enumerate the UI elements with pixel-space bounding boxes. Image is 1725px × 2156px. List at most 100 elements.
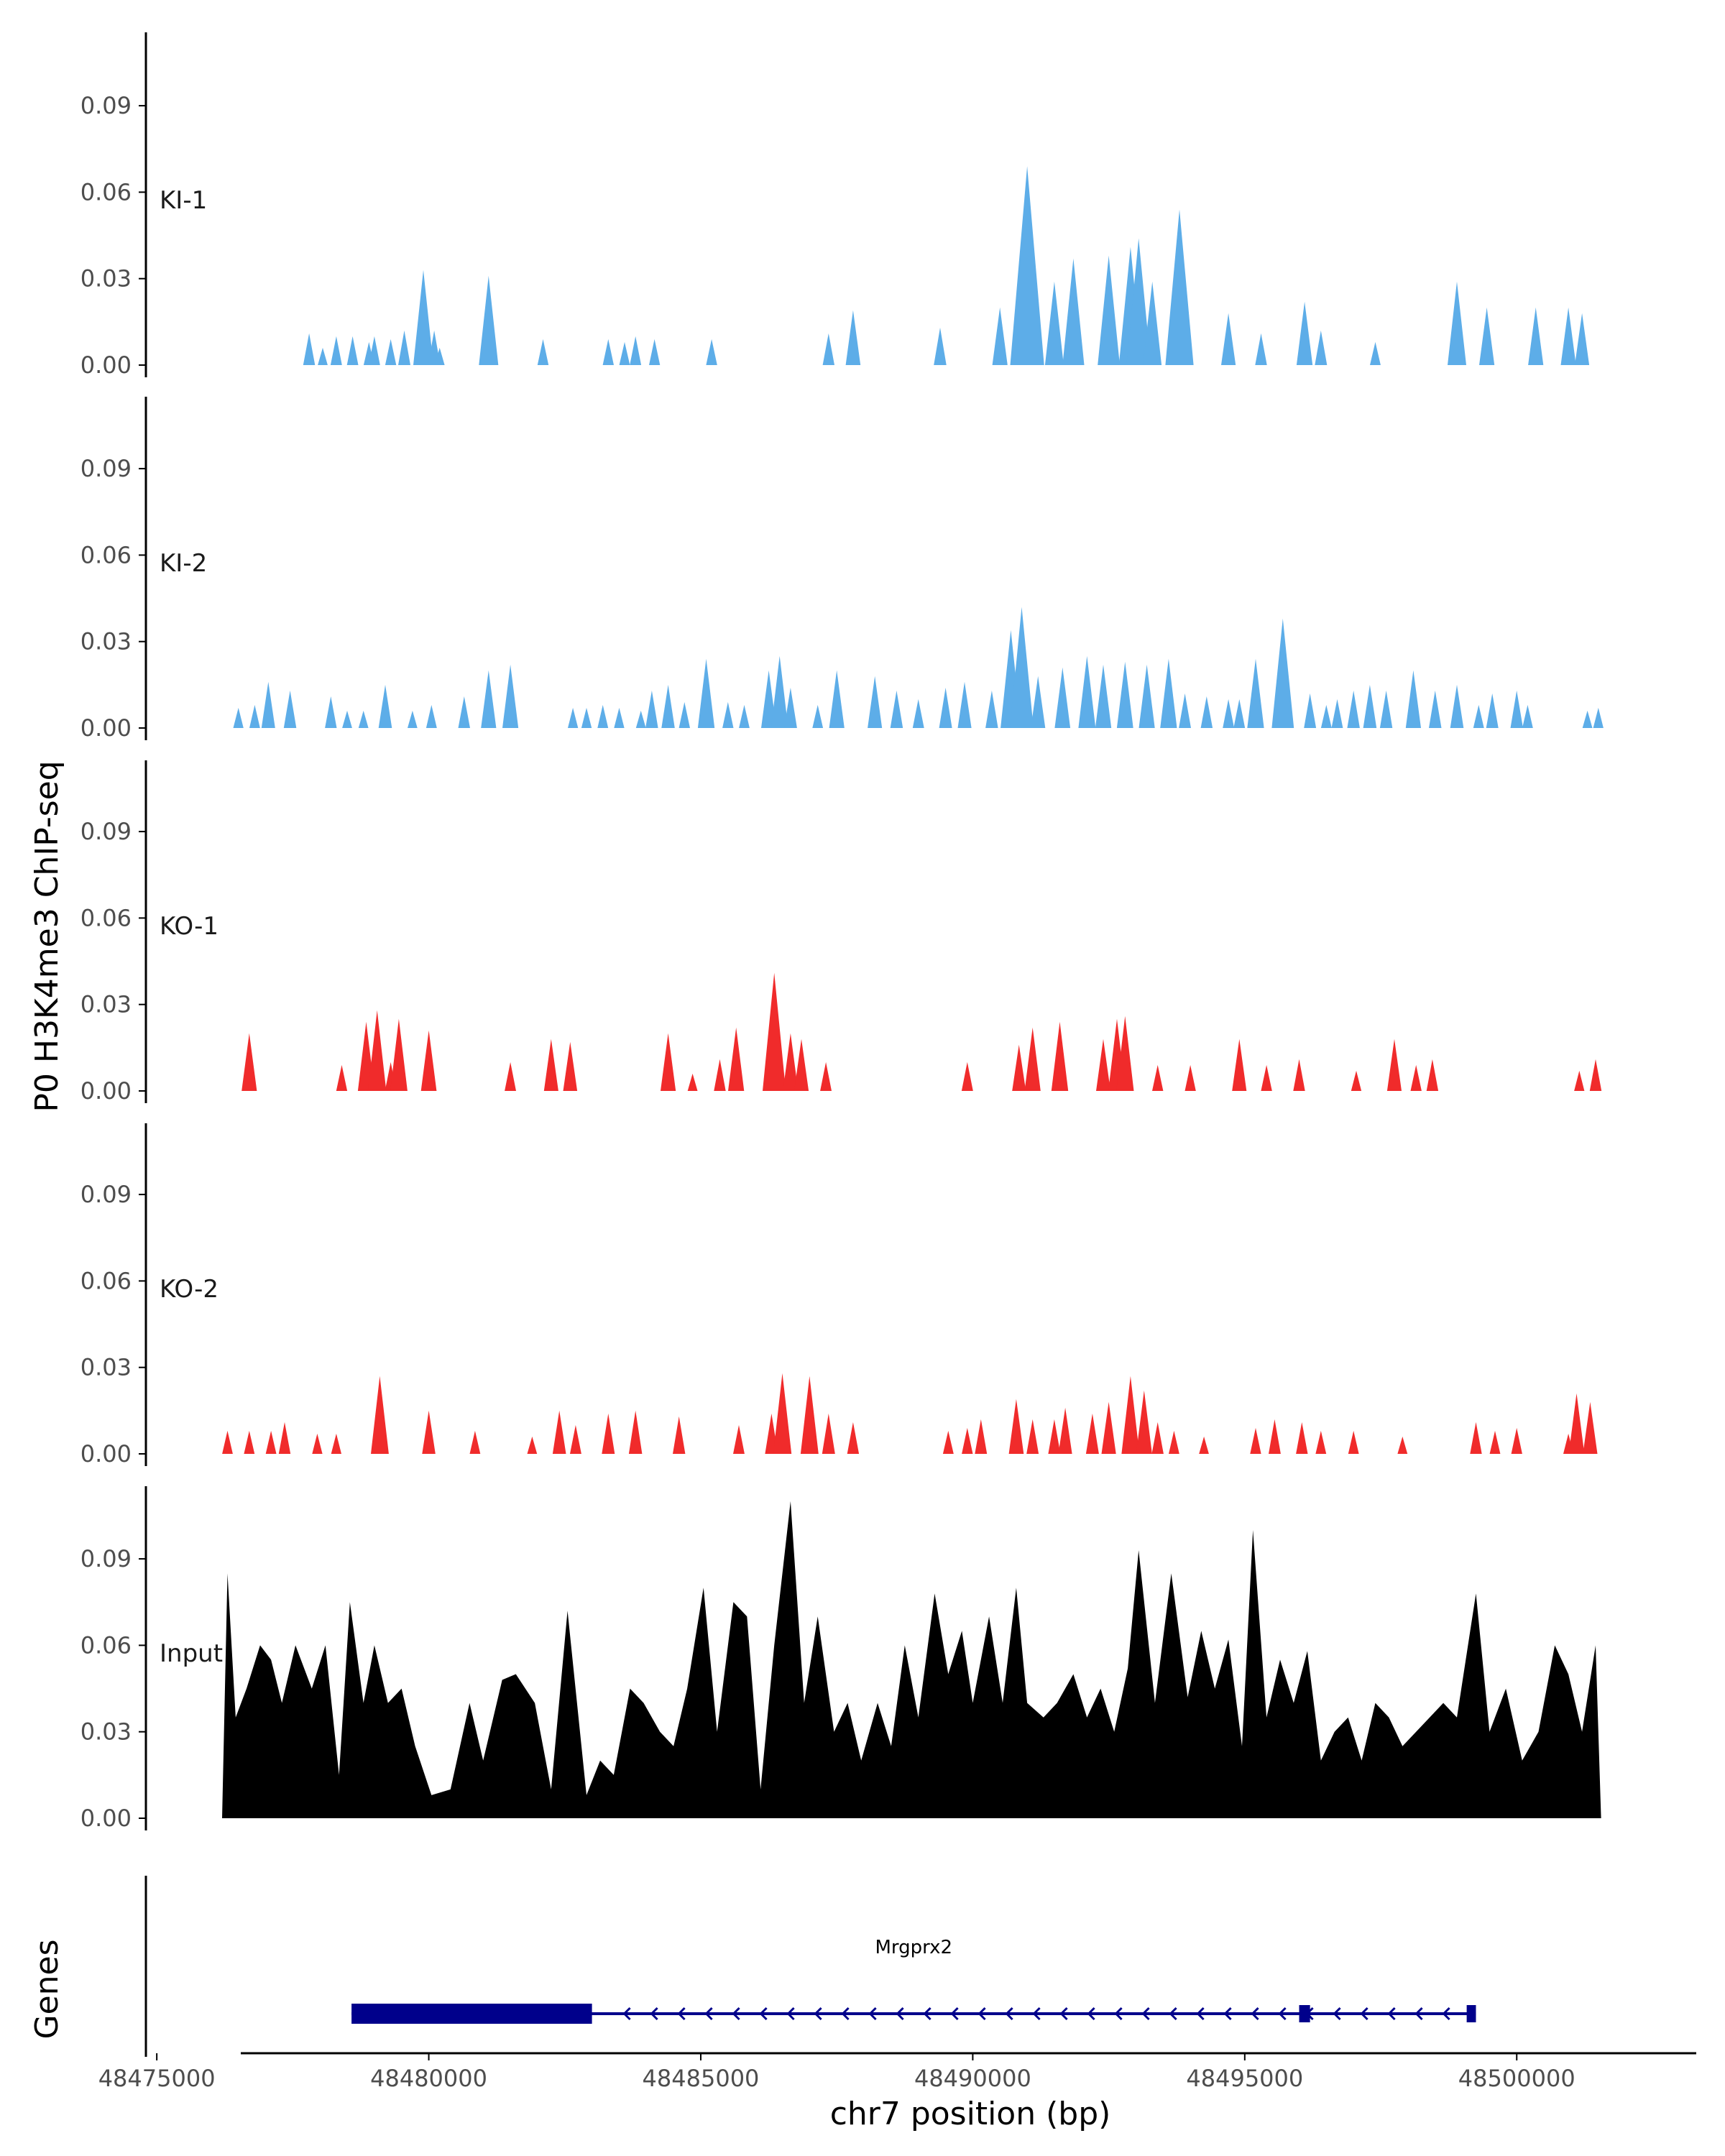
signal-peak (1160, 658, 1177, 728)
y-tick-label: 0.00 (80, 1440, 132, 1468)
signal-peak (619, 341, 630, 365)
strand-arrow (650, 2007, 658, 2021)
signal-peak (1010, 166, 1044, 366)
signal-peak (336, 1064, 348, 1091)
signal-peak (385, 338, 397, 365)
signal-peak (318, 347, 328, 365)
signal-peak (568, 707, 579, 728)
signal-peak (783, 1033, 799, 1091)
signal-peak (697, 658, 715, 728)
strand-arrow (677, 2007, 686, 2021)
signal-peak (714, 1059, 726, 1091)
signal-area (222, 1501, 1601, 1818)
signal-peak (773, 1373, 792, 1454)
y-tick-label: 0.03 (80, 265, 132, 292)
y-tick-label: 0.09 (80, 1545, 132, 1572)
y-tick-label: 0.03 (80, 1718, 132, 1746)
signal-peak (763, 972, 786, 1091)
signal-peak (481, 670, 497, 728)
signal-peak (1583, 1401, 1598, 1454)
signal-peak (1304, 693, 1317, 728)
strand-arrow (868, 2007, 877, 2021)
strand-arrow (1114, 2007, 1123, 2021)
signal-peak (1574, 1070, 1585, 1091)
signal-peak (800, 1376, 819, 1454)
signal-peak (1271, 618, 1294, 728)
y-tick-label: 0.03 (80, 1354, 132, 1381)
strand-arrow (1196, 2007, 1205, 2021)
strand-arrow (1251, 2007, 1259, 2021)
strand-arrow (622, 2007, 631, 2021)
signal-peak (1121, 1376, 1140, 1454)
signal-peak (1363, 684, 1377, 728)
x-tick-label: 48480000 (370, 2065, 487, 2092)
signal-peak (783, 687, 797, 728)
signal-peak (346, 336, 359, 365)
signal-peak (961, 1061, 973, 1091)
strand-arrow (1059, 2007, 1068, 2021)
signal-peak (939, 687, 952, 728)
signal-peak (1143, 281, 1162, 365)
track-label: KO-1 (160, 912, 218, 941)
signal-peak (479, 275, 499, 365)
signal-peak (934, 327, 947, 365)
signal-peak (249, 704, 260, 728)
signal-peak (1410, 1064, 1422, 1091)
signal-peak (1448, 281, 1466, 365)
signal-peak (645, 690, 658, 728)
signal-peak (706, 338, 717, 365)
track-panel-input: 0.00 0.03 0.06 0.09 Input (80, 1486, 1601, 1832)
track-label: KI-1 (160, 186, 207, 215)
signal-peak (1010, 607, 1034, 728)
signal-peak (1560, 307, 1576, 365)
signal-peak (1116, 1015, 1134, 1091)
signal-peak (1184, 1064, 1196, 1091)
signal-peak (570, 1424, 581, 1454)
signal-peak (1568, 1393, 1585, 1454)
signal-peak (434, 347, 445, 365)
strand-arrow (978, 2007, 986, 2021)
strand-arrow (1141, 2007, 1150, 2021)
x-tick-label: 48495000 (1186, 2065, 1303, 2092)
signal-peak (673, 1416, 686, 1454)
strand-arrow (1005, 2007, 1013, 2021)
signal-peak (1152, 1064, 1164, 1091)
signal-peak (265, 1430, 277, 1454)
signal-peak (649, 338, 661, 365)
strand-arrow (1360, 2007, 1368, 2021)
signal-peak (1522, 704, 1533, 728)
signal-peak (1293, 1059, 1305, 1091)
track-label: KI-2 (160, 549, 207, 578)
signal-peak (1098, 255, 1120, 365)
signal-peak (661, 684, 675, 728)
signal-peak (469, 1430, 481, 1454)
signal-peak (1575, 313, 1590, 365)
signal-peak (1429, 690, 1442, 728)
signal-peak (1486, 693, 1499, 728)
signal-peak (1169, 1430, 1179, 1454)
strand-arrow (950, 2007, 959, 2021)
signal-peak (1379, 690, 1393, 728)
y-tick-label: 0.06 (80, 904, 132, 931)
signal-peak (1221, 313, 1236, 365)
y-tick-label: 0.06 (80, 178, 132, 206)
track-label: KO-2 (160, 1275, 218, 1304)
signal-peak (1315, 330, 1328, 365)
signal-peak (678, 701, 690, 728)
signal-peak (812, 704, 824, 728)
signal-peak (1593, 707, 1604, 728)
signal-peak (942, 1430, 954, 1454)
strand-arrow (1087, 2007, 1095, 2021)
signal-peak (1054, 667, 1071, 728)
signal-peak (1136, 1390, 1152, 1454)
strand-arrow (1333, 2007, 1341, 2021)
signal-peak (1250, 1427, 1261, 1454)
signal-peak (1370, 341, 1381, 365)
signal-peak (1058, 1407, 1072, 1454)
strand-arrow (1223, 2007, 1232, 2021)
signal-peak (992, 307, 1008, 365)
signal-peak (868, 676, 883, 728)
strand-arrow (1278, 2007, 1287, 2021)
signal-peak (1386, 1038, 1402, 1091)
signal-peak (1247, 658, 1264, 728)
